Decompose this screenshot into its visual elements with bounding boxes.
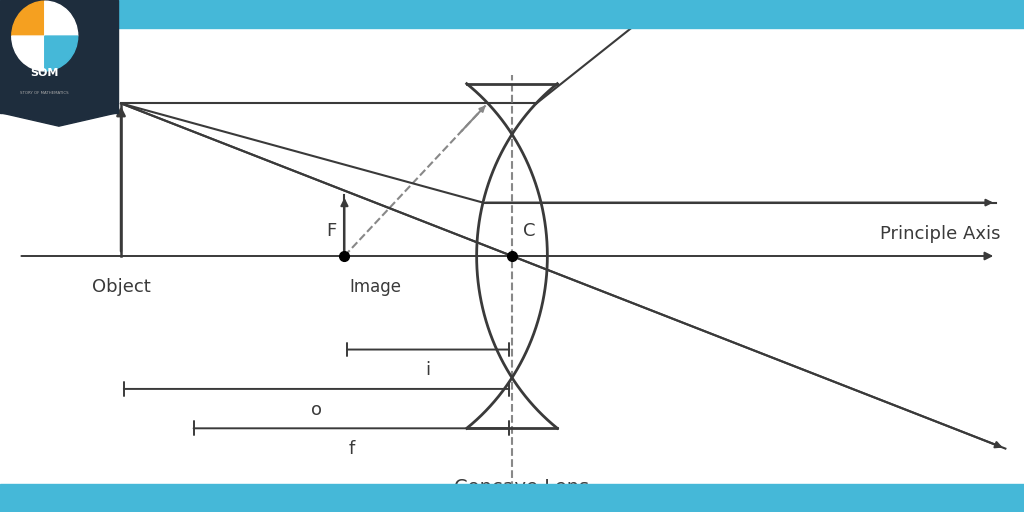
Wedge shape — [12, 1, 45, 36]
Text: f: f — [348, 440, 354, 458]
Bar — [0, 484, 1024, 512]
Wedge shape — [45, 36, 78, 71]
Text: Image: Image — [349, 278, 401, 295]
Polygon shape — [0, 113, 118, 126]
Text: i: i — [426, 361, 431, 379]
Text: F: F — [327, 222, 337, 240]
Text: C: C — [523, 222, 536, 240]
Text: Object: Object — [91, 278, 151, 295]
Text: Concave Lens: Concave Lens — [454, 478, 589, 497]
Text: Principle Axis: Principle Axis — [881, 225, 1000, 243]
Wedge shape — [45, 1, 78, 36]
Text: STORY OF MATHEMATICS: STORY OF MATHEMATICS — [20, 92, 69, 96]
Bar — [0, 0, 1024, 28]
Bar — [0, 0, 118, 113]
Text: SOM: SOM — [31, 68, 59, 78]
Text: o: o — [311, 401, 322, 419]
Wedge shape — [12, 36, 45, 71]
